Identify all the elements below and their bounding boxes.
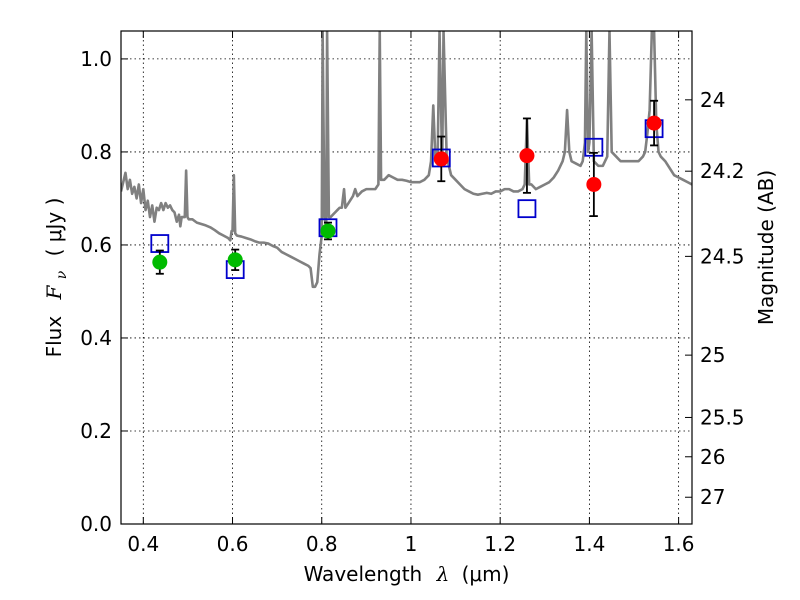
x-axis-label: Wavelength λ (μm) [304,562,510,586]
y-tick-label: 0.4 [80,326,112,350]
optical-photometry-point [152,254,168,270]
nir-photometry-point [646,115,662,131]
x-tick-label: 1 [405,532,418,556]
y-tick-label: 0.8 [80,140,112,164]
y-tick-label: 0.6 [80,233,112,257]
y-axis-label-subscript: ν [54,270,70,279]
optical-photometry-point [227,252,243,268]
model-flux-square [150,234,170,253]
x-tick-label: 1.4 [573,532,605,556]
right-tick-label: 24.5 [700,244,745,268]
x-axis-label-symbol: λ [436,562,450,586]
x-tick-label: 0.4 [127,532,159,556]
plot-area [121,31,692,289]
y-axis-label-unit: ( μJy ) [42,198,66,257]
right-tick-label: 26 [700,445,725,469]
y-tick-label: 0.2 [80,419,112,443]
x-tick-label: 0.8 [306,532,338,556]
y-tick-label: 1.0 [80,47,112,71]
nir-photometry-point [433,151,449,167]
x-axis-label-unit: (μm) [462,562,510,586]
right-tick-label: 24 [700,88,725,112]
nir-photometry-point [586,176,602,192]
x-tick-label: 1.2 [484,532,516,556]
optical-photometry-point [320,223,336,239]
grid [121,31,692,524]
x-axis-label-prefix: Wavelength [304,562,423,586]
right-tick-label: 24.2 [700,159,745,183]
right-tick-label: 25.5 [700,405,745,429]
nir-photometry-point [519,148,535,164]
y-axis-label: Flux F ν ( μJy ) [42,198,71,358]
y-axis-label-symbol: F [42,284,66,300]
y-tick-label: 0.0 [80,512,112,536]
plot-frame [120,30,693,525]
x-tick-label: 1.6 [663,532,695,556]
template-spectrum-line [121,31,692,289]
right-tick-label: 25 [700,343,725,367]
right-tick-label: 27 [700,485,725,509]
model-flux-square [517,199,537,219]
x-tick-label: 0.6 [217,532,249,556]
y-axis-label-prefix: Flux [42,316,66,358]
right-axis-label: Magnitude (AB) [754,170,778,325]
axis-ticks: 0.4 0.6 0.8 1 1.2 1.4 1.6 0.0 0.2 0.4 0.6 0.8 1.0 24 2… [80,31,745,556]
